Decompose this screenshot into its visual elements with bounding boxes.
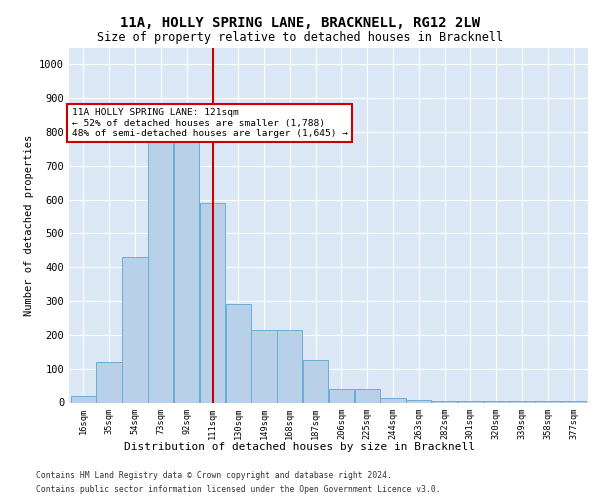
Bar xyxy=(226,304,251,402)
Bar xyxy=(200,203,225,402)
Bar xyxy=(148,136,173,402)
Y-axis label: Number of detached properties: Number of detached properties xyxy=(23,134,34,316)
Bar xyxy=(458,401,483,402)
Bar xyxy=(277,330,302,402)
Bar xyxy=(432,401,457,402)
Bar xyxy=(251,330,277,402)
Text: 11A HOLLY SPRING LANE: 121sqm
← 52% of detached houses are smaller (1,788)
48% o: 11A HOLLY SPRING LANE: 121sqm ← 52% of d… xyxy=(72,108,348,138)
Bar xyxy=(122,257,148,402)
Text: Contains public sector information licensed under the Open Government Licence v3: Contains public sector information licen… xyxy=(36,485,440,494)
Bar xyxy=(329,389,354,402)
Bar xyxy=(535,401,560,402)
Bar xyxy=(406,400,431,402)
Bar xyxy=(174,130,199,402)
Text: Distribution of detached houses by size in Bracknell: Distribution of detached houses by size … xyxy=(125,442,476,452)
Text: Size of property relative to detached houses in Bracknell: Size of property relative to detached ho… xyxy=(97,31,503,44)
Text: Contains HM Land Registry data © Crown copyright and database right 2024.: Contains HM Land Registry data © Crown c… xyxy=(36,471,392,480)
Bar xyxy=(380,398,406,402)
Bar xyxy=(71,396,96,402)
Bar xyxy=(355,389,380,402)
Bar xyxy=(303,360,328,403)
Text: 11A, HOLLY SPRING LANE, BRACKNELL, RG12 2LW: 11A, HOLLY SPRING LANE, BRACKNELL, RG12 … xyxy=(120,16,480,30)
Bar xyxy=(97,362,122,403)
